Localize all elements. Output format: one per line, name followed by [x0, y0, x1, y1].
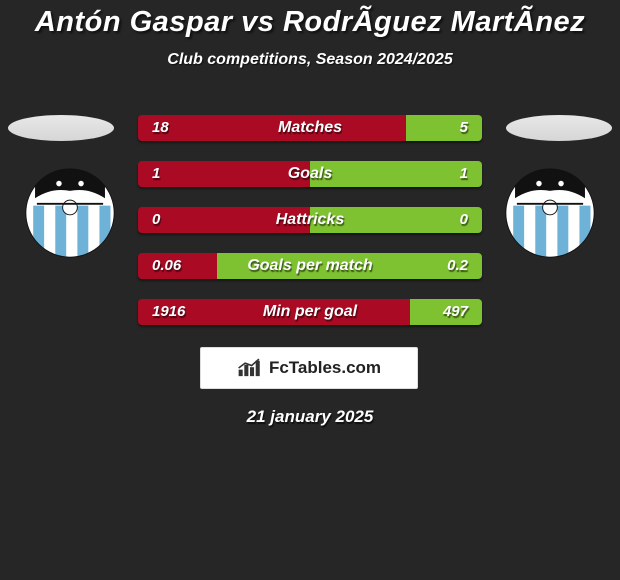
- club-crest-left: [22, 167, 118, 259]
- comparison-subtitle: Club competitions, Season 2024/2025: [0, 51, 620, 69]
- comparison-title: Antón Gaspar vs RodrÃ­guez MartÃ­nez: [0, 0, 620, 39]
- source-brand: FcTables.com: [237, 358, 381, 378]
- stat-label: Goals per match: [138, 253, 482, 279]
- stat-label: Goals: [138, 161, 482, 187]
- stat-row: 185Matches: [138, 115, 482, 141]
- stat-row: 11Goals: [138, 161, 482, 187]
- stat-row: 0.060.2Goals per match: [138, 253, 482, 279]
- source-brand-text: FcTables.com: [269, 358, 381, 378]
- bar-chart-icon: [237, 358, 263, 378]
- stat-bars: 185Matches 11Goals 00Hattricks 0.060.2Goals…: [138, 115, 482, 345]
- player-base-right: [506, 115, 612, 141]
- stat-row: 00Hattricks: [138, 207, 482, 233]
- source-logo-box: FcTables.com: [200, 347, 418, 389]
- club-crest-right: [502, 167, 598, 259]
- stat-label: Matches: [138, 115, 482, 141]
- snapshot-date: 21 january 2025: [0, 407, 620, 427]
- player-base-left: [8, 115, 114, 141]
- stat-row: 1916497Min per goal: [138, 299, 482, 325]
- stat-label: Min per goal: [138, 299, 482, 325]
- stat-label: Hattricks: [138, 207, 482, 233]
